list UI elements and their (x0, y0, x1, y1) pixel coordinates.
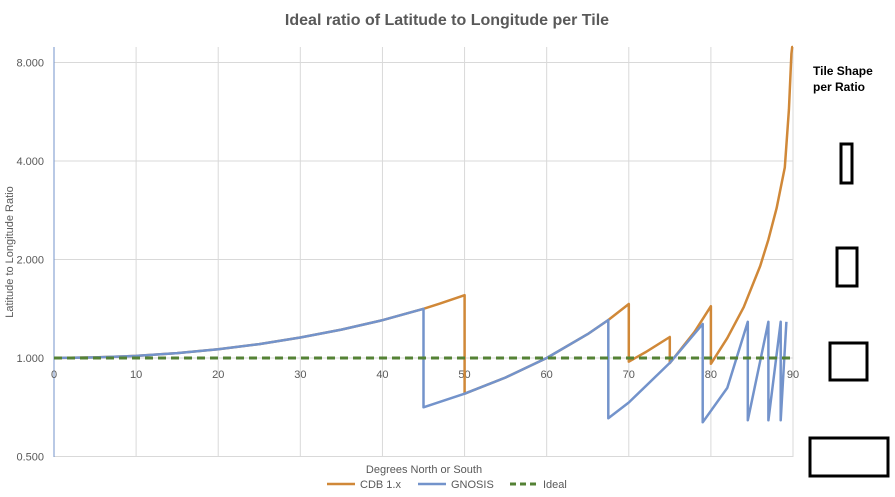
tile-shape-ratio-4-icon (839, 142, 854, 185)
side-panel-title-line1: Tile Shape (813, 64, 873, 78)
y-tick-label: 1.000 (16, 353, 44, 365)
side-panel: Tile Shape per Ratio (808, 64, 890, 478)
x-tick-label: 60 (541, 369, 553, 381)
tile-shape-ratio-0.5-icon (808, 436, 890, 478)
x-tick-label: 90 (787, 369, 799, 381)
x-axis-label: Degrees North or South (366, 464, 482, 476)
legend-label: GNOSIS (451, 479, 494, 491)
legend-label: Ideal (543, 479, 567, 491)
x-ticks: 0 10 20 30 40 50 60 70 80 90 (51, 369, 799, 381)
x-tick-label: 30 (294, 369, 306, 381)
series-line-gnosis (53, 307, 788, 424)
legend: CDB 1.x GNOSIS Ideal (327, 479, 567, 491)
tile-shape-ratio-1-icon (828, 341, 869, 382)
y-tick-label: 2.000 (16, 255, 44, 267)
legend-label: CDB 1.x (360, 479, 401, 491)
x-tick-label: 10 (130, 369, 142, 381)
chart-title: Ideal ratio of Latitude to Longitude per… (285, 12, 609, 29)
tile-shape-ratio-2-icon (835, 246, 859, 288)
y-tick-label: 0.500 (16, 452, 44, 464)
x-tick-label: 80 (705, 369, 717, 381)
series (53, 45, 794, 424)
y-tick-label: 4.000 (16, 156, 44, 168)
side-panel-title-line2: per Ratio (813, 80, 865, 94)
x-tick-label: 40 (376, 369, 388, 381)
y-ticks: 0.500 1.000 2.000 4.000 8.000 (16, 58, 44, 464)
x-tick-label: 70 (623, 369, 635, 381)
x-tick-label: 0 (51, 369, 57, 381)
y-axis-label: Latitude to Longitude Ratio (4, 186, 16, 318)
y-tick-label: 8.000 (16, 58, 44, 70)
x-tick-label: 20 (212, 369, 224, 381)
